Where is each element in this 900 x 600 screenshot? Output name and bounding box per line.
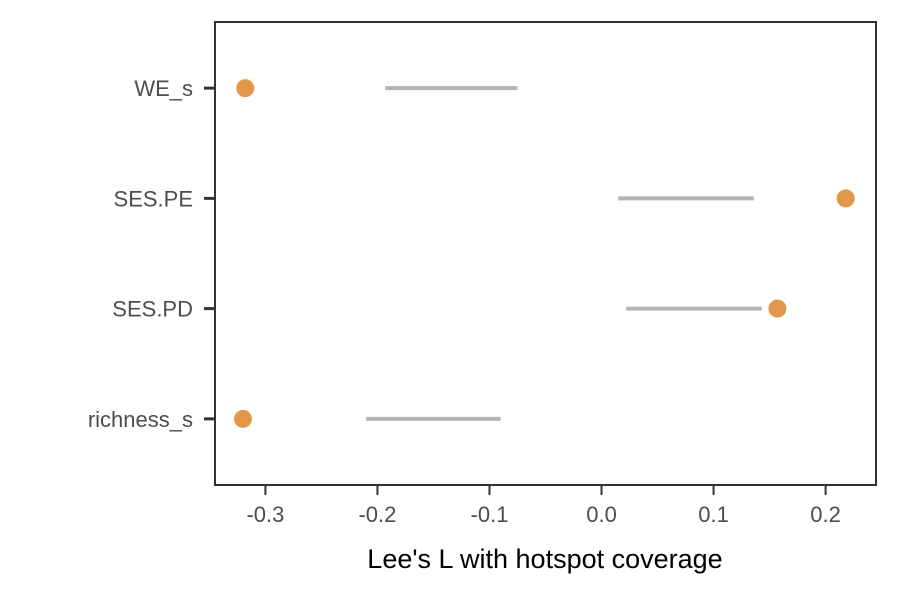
data-point [768, 299, 787, 318]
x-tick-label: -0.3 [246, 502, 284, 527]
x-tick-label: 0.2 [810, 502, 841, 527]
data-point [236, 79, 255, 98]
x-axis: -0.3 -0.2 -0.1 0.0 0.1 0.2 [246, 485, 841, 527]
y-tick-label: SES.PD [112, 297, 193, 322]
x-tick-label: 0.0 [586, 502, 617, 527]
y-tick-label: WE_s [134, 76, 193, 101]
x-tick-label: 0.1 [698, 502, 729, 527]
x-tick-label: -0.2 [358, 502, 396, 527]
y-axis: WE_s SES.PE SES.PD richness_s [88, 76, 215, 432]
y-tick-label: SES.PE [114, 186, 193, 211]
plot-panel [214, 21, 877, 486]
data-point [234, 409, 253, 428]
x-axis-title: Lee's L with hotspot coverage [367, 544, 722, 574]
data-point [836, 189, 855, 208]
data-points [234, 79, 855, 428]
range-segments [366, 86, 762, 421]
x-tick-label: -0.1 [471, 502, 509, 527]
y-tick-label: richness_s [88, 407, 193, 432]
